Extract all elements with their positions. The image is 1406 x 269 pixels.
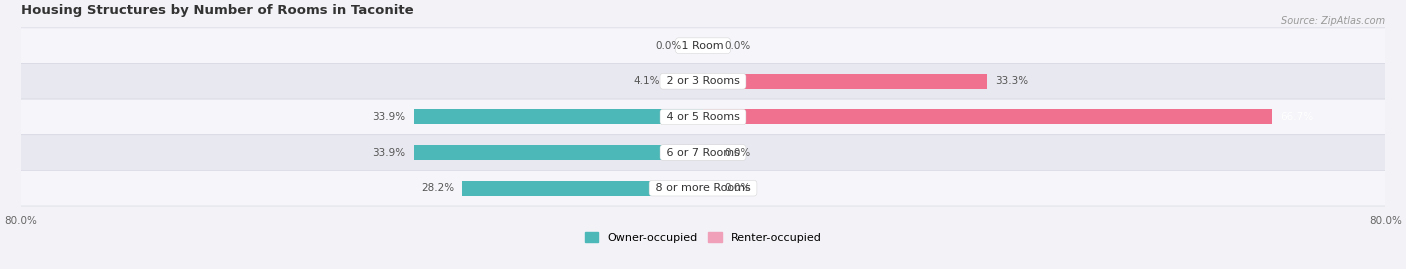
Text: 0.0%: 0.0% — [655, 41, 682, 51]
FancyBboxPatch shape — [21, 28, 1385, 63]
Text: 33.9%: 33.9% — [373, 148, 405, 158]
Text: 2 or 3 Rooms: 2 or 3 Rooms — [662, 76, 744, 86]
Text: 33.9%: 33.9% — [373, 112, 405, 122]
Text: Housing Structures by Number of Rooms in Taconite: Housing Structures by Number of Rooms in… — [21, 4, 413, 17]
Text: 4.1%: 4.1% — [633, 76, 659, 86]
Text: 6 or 7 Rooms: 6 or 7 Rooms — [662, 148, 744, 158]
Bar — [463, 181, 703, 196]
Text: 66.7%: 66.7% — [1281, 112, 1313, 122]
Text: 0.0%: 0.0% — [724, 148, 751, 158]
FancyBboxPatch shape — [21, 99, 1385, 135]
Text: 0.0%: 0.0% — [724, 183, 751, 193]
Bar — [413, 145, 703, 160]
Bar — [413, 109, 703, 125]
Text: 0.0%: 0.0% — [724, 41, 751, 51]
Bar — [703, 109, 1272, 125]
Bar — [413, 109, 703, 125]
Text: 4 or 5 Rooms: 4 or 5 Rooms — [662, 112, 744, 122]
FancyBboxPatch shape — [21, 63, 1385, 99]
Text: 33.3%: 33.3% — [995, 76, 1029, 86]
Bar — [703, 74, 987, 89]
Bar — [668, 74, 703, 89]
Text: 28.2%: 28.2% — [420, 183, 454, 193]
Text: 1 Room: 1 Room — [679, 41, 727, 51]
Text: Source: ZipAtlas.com: Source: ZipAtlas.com — [1281, 16, 1385, 26]
Bar — [413, 145, 703, 160]
Text: 8 or more Rooms: 8 or more Rooms — [652, 183, 754, 193]
Bar — [463, 181, 703, 196]
Legend: Owner-occupied, Renter-occupied: Owner-occupied, Renter-occupied — [581, 228, 825, 247]
Bar — [668, 74, 703, 89]
FancyBboxPatch shape — [21, 170, 1385, 206]
FancyBboxPatch shape — [21, 135, 1385, 170]
